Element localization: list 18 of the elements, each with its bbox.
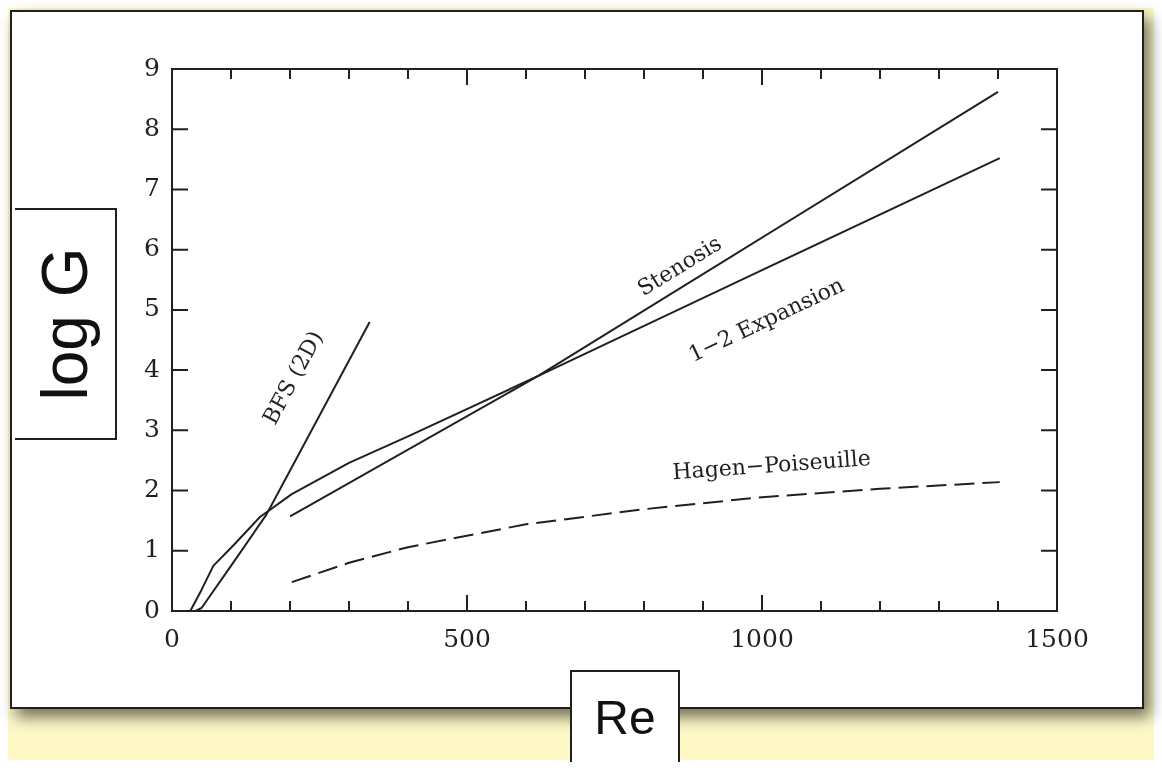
x-tick-label: 500 bbox=[443, 623, 491, 653]
text: BFS (2D) bbox=[257, 326, 328, 429]
y-tick-label: 2 bbox=[144, 474, 160, 504]
y-tick-label: 1 bbox=[144, 534, 160, 564]
y-tick-label: 3 bbox=[144, 413, 160, 443]
y-tick-label: 0 bbox=[144, 594, 160, 624]
x-tick-label: 1500 bbox=[1025, 623, 1089, 653]
y-tick-label: 9 bbox=[144, 52, 160, 82]
series-label: Hagen−Poiseuille bbox=[671, 445, 872, 485]
x-axis-title: Re bbox=[594, 689, 656, 745]
x-tick-label: 0 bbox=[164, 623, 180, 653]
y-tick-label: 6 bbox=[144, 233, 160, 263]
y-tick-label: 4 bbox=[144, 353, 160, 383]
x-tick-label: 1000 bbox=[730, 623, 794, 653]
y-axis-title: log G bbox=[28, 247, 102, 401]
y-tick-label: 5 bbox=[144, 293, 160, 323]
y-tick-label: 8 bbox=[144, 112, 160, 142]
y-tick-label: 7 bbox=[144, 172, 160, 202]
